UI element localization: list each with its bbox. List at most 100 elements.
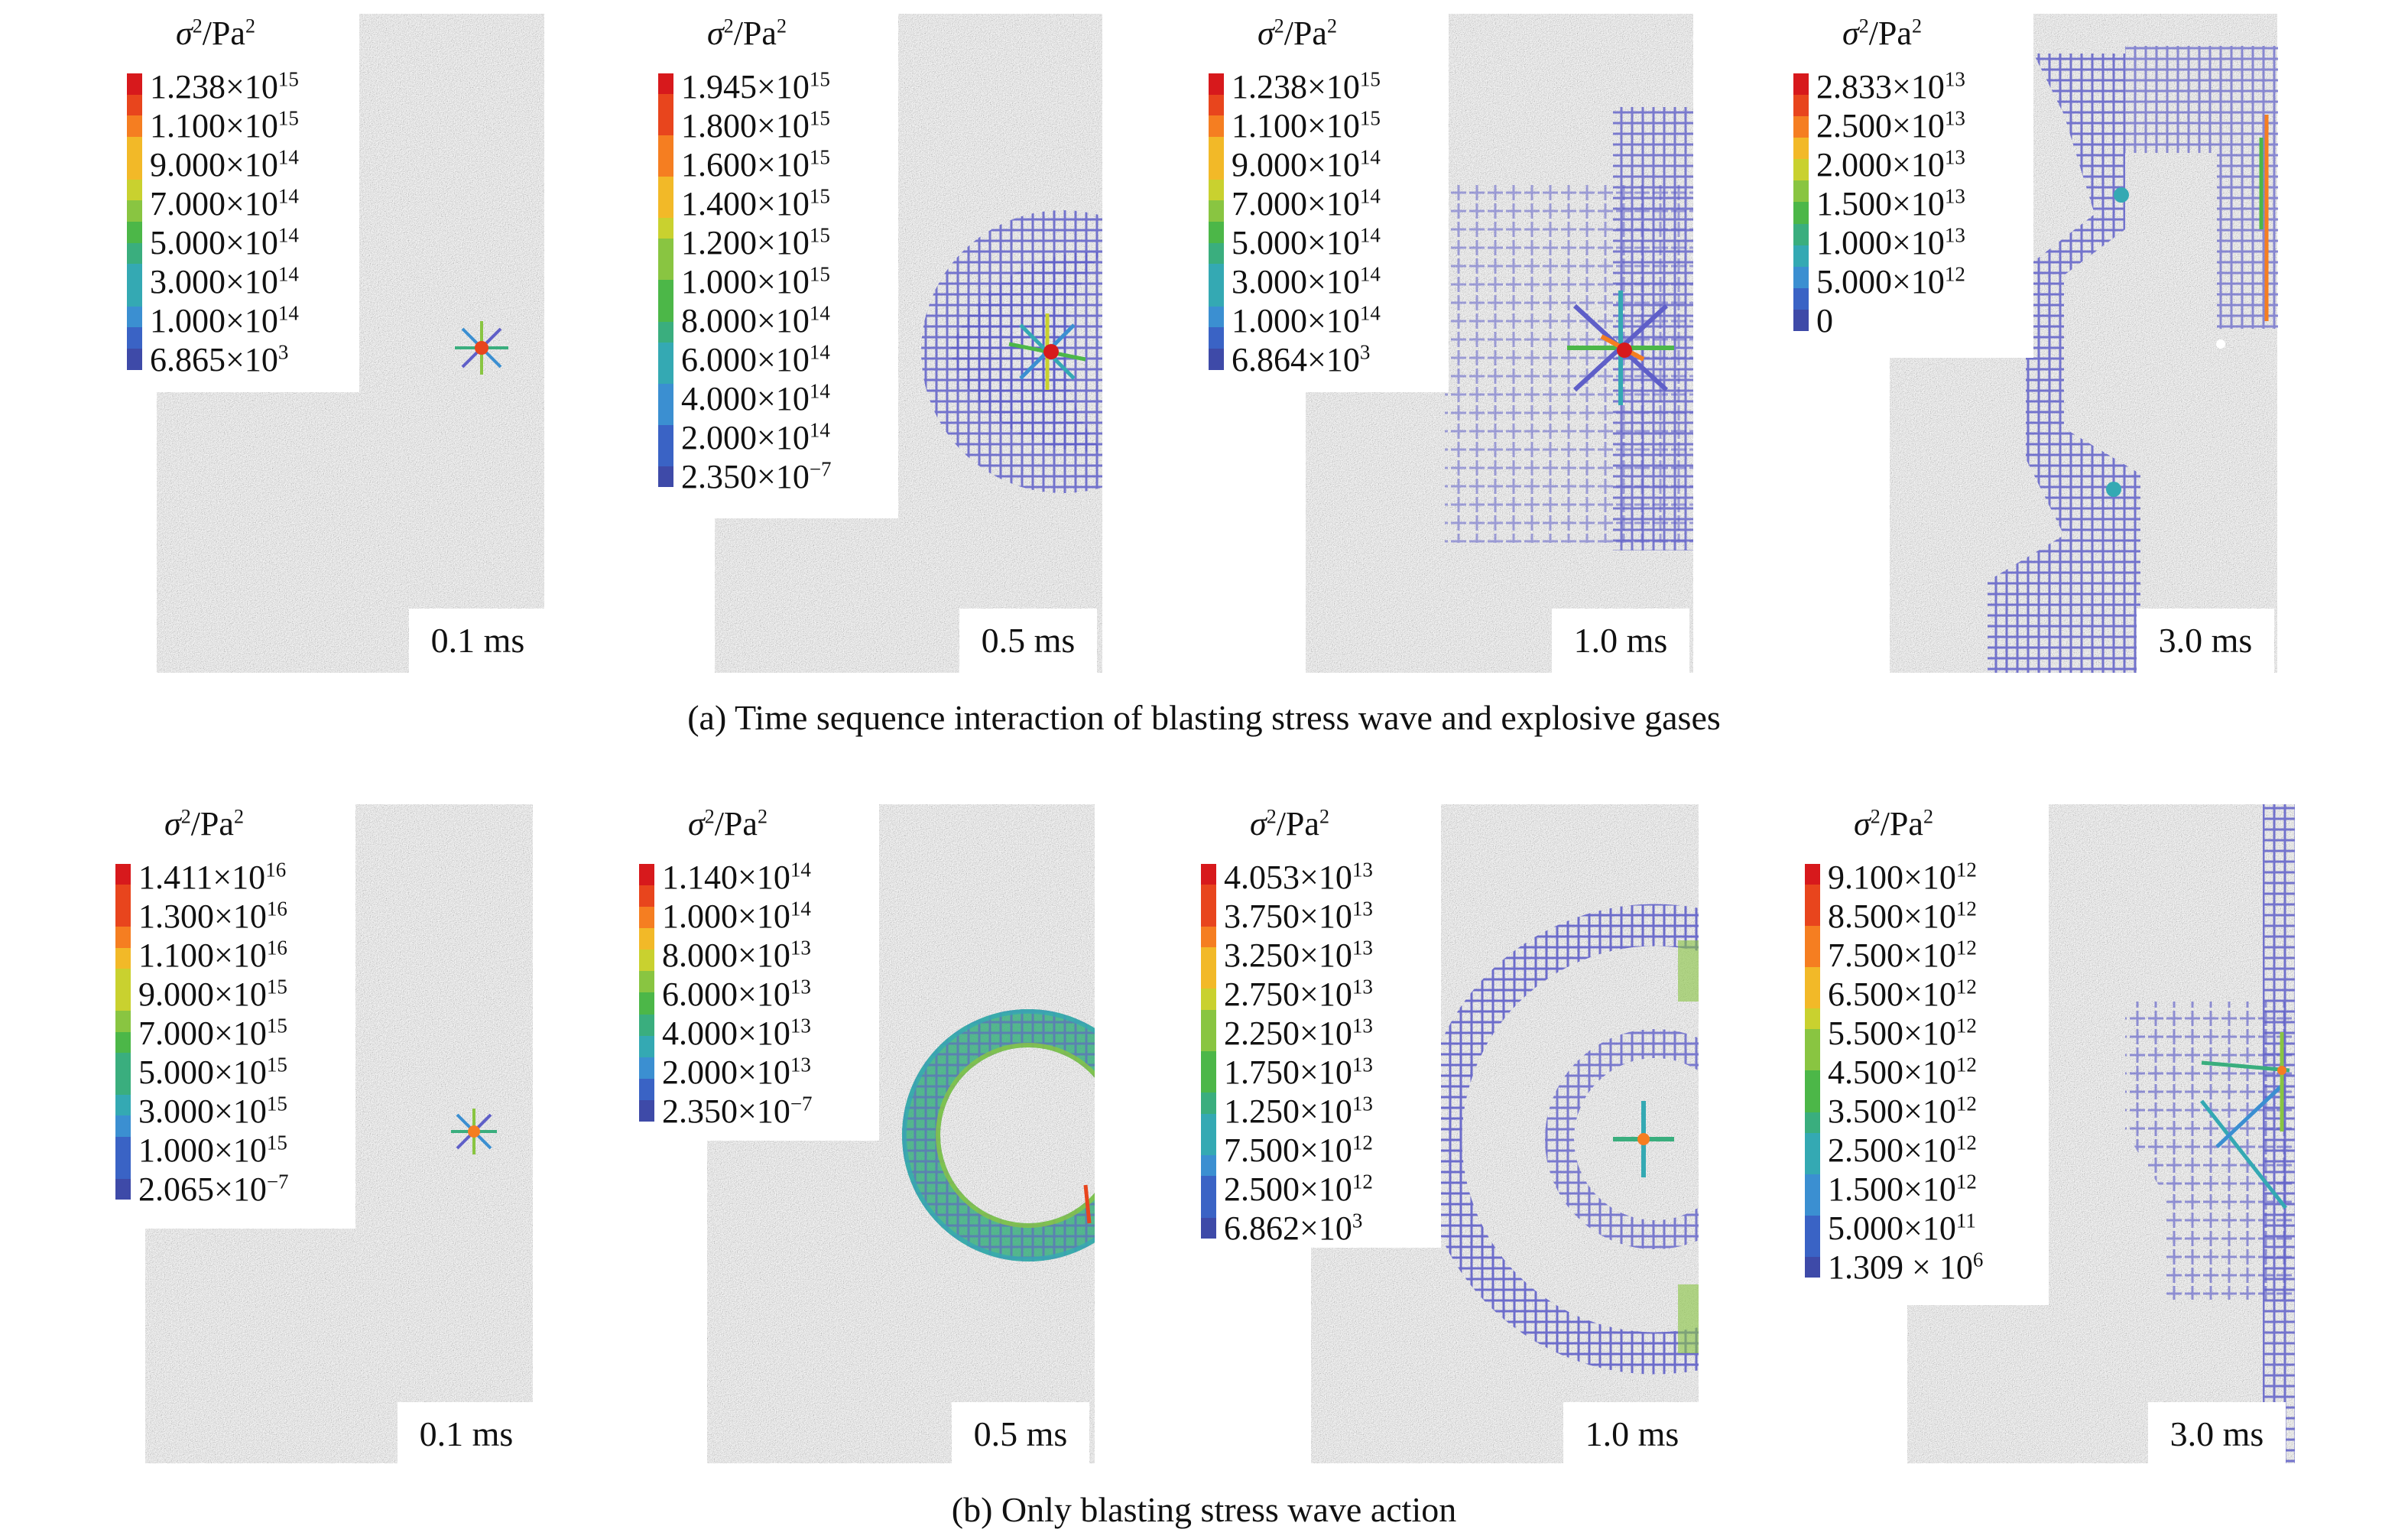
legend-title: σ2/Pa2 xyxy=(164,805,244,843)
color-bar xyxy=(1793,73,1809,331)
legend-tick-label: 9.000×1015 xyxy=(138,975,287,1013)
legend-tick-label: 6.862×103 xyxy=(1224,1209,1363,1247)
time-label: 1.0 ms xyxy=(1563,1402,1701,1466)
time-label: 3.0 ms xyxy=(2137,609,2274,673)
legend-a-0.1-ms: σ2/Pa2 1.238×1015 1.100×1015 9.000×1014 7.00… xyxy=(115,14,359,392)
legend-tick-label: 2.350×10−7 xyxy=(662,1092,813,1130)
legend-tick-label: 5.000×1012 xyxy=(1816,262,1965,300)
legend-tick-label: 4.053×1013 xyxy=(1224,858,1373,896)
legend-tick-label: 1.750×1013 xyxy=(1224,1053,1373,1091)
legend-tick-label: 1.800×1015 xyxy=(681,106,830,144)
legend-tick-label: 1.400×1015 xyxy=(681,184,830,222)
time-label: 0.5 ms xyxy=(959,609,1097,673)
legend-title: σ2/Pa2 xyxy=(176,15,255,52)
caption-a: (a) Time sequence interaction of blastin… xyxy=(687,698,1721,737)
legend-tick-label: 4.000×1013 xyxy=(662,1014,811,1052)
legend-b-3.0-ms: σ2/Pa2 9.100×1012 8.500×1012 7.500×1012 6.50… xyxy=(1793,804,2049,1305)
legend-b-1.0-ms: σ2/Pa2 4.053×1013 3.750×1013 3.250×1013 2.75… xyxy=(1189,804,1441,1248)
legend-tick-label: 1.100×1016 xyxy=(138,936,287,974)
legend-tick-label: 2.065×10−7 xyxy=(138,1170,289,1208)
legend-tick-label: 7.000×1014 xyxy=(150,184,299,222)
legend-tick-label: 5.000×1014 xyxy=(1232,223,1381,261)
legend-tick-label: 1.250×1013 xyxy=(1224,1092,1373,1130)
legend-tick-label: 2.000×1014 xyxy=(681,418,830,456)
legend-tick-label: 8.500×1012 xyxy=(1828,897,1977,935)
legend-tick-label: 3.000×1014 xyxy=(150,262,299,300)
time-label: 3.0 ms xyxy=(2148,1402,2286,1466)
legend-tick-label: 4.500×1012 xyxy=(1828,1053,1977,1091)
legend-tick-label: 8.000×1014 xyxy=(681,301,830,339)
legend-tick-label: 2.000×1013 xyxy=(662,1053,811,1091)
legend-tick-label: 0 xyxy=(1816,302,1833,339)
legend-tick-label: 5.000×1011 xyxy=(1828,1209,1976,1247)
legend-tick-label: 2.500×1012 xyxy=(1828,1131,1977,1169)
color-bar xyxy=(658,73,673,487)
legend-tick-label: 3.000×1015 xyxy=(138,1092,287,1130)
legend-title: σ2/Pa2 xyxy=(1250,805,1329,843)
legend-b-0.1-ms: σ2/Pa2 1.411×1016 1.300×1016 1.100×1016 9.00… xyxy=(103,804,355,1229)
legend-tick-label: 1.238×1015 xyxy=(150,67,299,106)
legend-tick-label: 1.309 × 106 xyxy=(1828,1248,1984,1286)
legend-tick-label: 6.500×1012 xyxy=(1828,975,1977,1013)
time-label: 0.5 ms xyxy=(952,1402,1089,1466)
legend-tick-label: 4.000×1014 xyxy=(681,379,830,417)
legend-tick-label: 1.600×1015 xyxy=(681,145,830,183)
legend-tick-label: 2.833×1013 xyxy=(1816,67,1965,106)
legend-title: σ2/Pa2 xyxy=(688,805,768,843)
legend-tick-label: 1.000×1015 xyxy=(681,262,830,300)
legend-tick-label: 5.500×1012 xyxy=(1828,1014,1977,1052)
color-bar xyxy=(1201,864,1216,1239)
legend-b-0.5-ms: σ2/Pa2 1.140×1014 1.000×1014 8.000×1013 6.00… xyxy=(627,804,879,1141)
legend-tick-label: 1.000×1014 xyxy=(1232,301,1381,339)
legend-tick-label: 3.750×1013 xyxy=(1224,897,1373,935)
time-label: 0.1 ms xyxy=(409,609,547,673)
legend-tick-label: 1.000×1014 xyxy=(150,301,299,339)
time-label: 1.0 ms xyxy=(1552,609,1689,673)
legend-tick-label: 1.500×1012 xyxy=(1828,1170,1977,1208)
legend-tick-label: 1.140×1014 xyxy=(662,858,811,896)
legend-tick-label: 5.000×1015 xyxy=(138,1053,287,1091)
legend-title: σ2/Pa2 xyxy=(1854,805,1933,843)
legend-tick-label: 7.000×1014 xyxy=(1232,184,1381,222)
legend-tick-label: 7.500×1012 xyxy=(1828,936,1977,974)
legend-tick-label: 7.500×1012 xyxy=(1224,1131,1373,1169)
legend-tick-label: 1.500×1013 xyxy=(1816,184,1965,222)
legend-tick-label: 9.000×1014 xyxy=(1232,145,1381,183)
legend-tick-label: 3.000×1014 xyxy=(1232,262,1381,300)
legend-tick-label: 1.411×1016 xyxy=(138,858,287,896)
legend-tick-label: 2.250×1013 xyxy=(1224,1014,1373,1052)
legend-tick-label: 8.000×1013 xyxy=(662,936,811,974)
legend-tick-label: 6.000×1014 xyxy=(681,340,830,378)
legend-tick-label: 1.000×1014 xyxy=(662,897,811,935)
legend-tick-label: 2.350×10−7 xyxy=(681,457,832,495)
legend-tick-label: 9.000×1014 xyxy=(150,145,299,183)
legend-tick-label: 7.000×1015 xyxy=(138,1014,287,1052)
color-bar xyxy=(127,73,142,370)
legend-a-0.5-ms: σ2/Pa2 1.945×1015 1.800×1015 1.600×1015 1.40… xyxy=(646,14,898,518)
legend-title: σ2/Pa2 xyxy=(1842,15,1922,52)
color-bar xyxy=(115,864,131,1200)
legend-tick-label: 1.000×1015 xyxy=(138,1131,287,1169)
legend-tick-label: 3.250×1013 xyxy=(1224,936,1373,974)
legend-tick-label: 2.750×1013 xyxy=(1224,975,1373,1013)
time-label: 0.1 ms xyxy=(398,1402,535,1466)
legend-tick-label: 1.200×1015 xyxy=(681,223,830,261)
legend-tick-label: 6.864×103 xyxy=(1232,340,1371,378)
legend-tick-label: 9.100×1012 xyxy=(1828,858,1977,896)
color-bar xyxy=(1209,73,1224,370)
legend-tick-label: 1.100×1015 xyxy=(1232,106,1381,144)
caption-b: (b) Only blasting stress wave action xyxy=(951,1490,1457,1529)
legend-tick-label: 2.500×1012 xyxy=(1224,1170,1373,1208)
legend-tick-label: 1.000×1013 xyxy=(1816,223,1965,261)
legend-tick-label: 1.238×1015 xyxy=(1232,67,1381,106)
color-bar xyxy=(1805,864,1820,1278)
legend-tick-label: 1.945×1015 xyxy=(681,67,830,106)
legend-tick-label: 6.000×1013 xyxy=(662,975,811,1013)
legend-title: σ2/Pa2 xyxy=(1258,15,1337,52)
legend-tick-label: 1.300×1016 xyxy=(138,897,287,935)
legend-tick-label: 6.865×103 xyxy=(150,340,289,378)
legend-tick-label: 5.000×1014 xyxy=(150,223,299,261)
legend-tick-label: 2.000×1013 xyxy=(1816,145,1965,183)
legend-title: σ2/Pa2 xyxy=(707,15,787,52)
